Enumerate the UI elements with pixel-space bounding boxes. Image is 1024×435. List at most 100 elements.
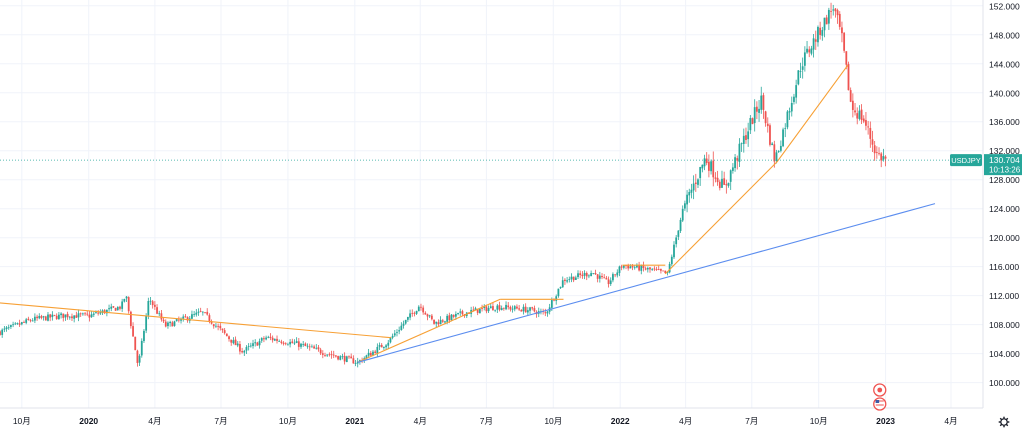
- candle-body: [489, 306, 492, 309]
- candle-body: [760, 95, 763, 110]
- event-marker-icon[interactable]: [873, 383, 887, 397]
- candle-body: [867, 126, 870, 128]
- candle-body: [339, 356, 342, 360]
- candle-body: [60, 313, 62, 316]
- candle-body: [263, 338, 265, 340]
- time-tick-label: 10月: [810, 416, 828, 426]
- candle-body: [784, 127, 787, 129]
- candle-body: [7, 327, 10, 329]
- candle-body: [306, 345, 309, 347]
- countdown-label: 10:13:26: [989, 166, 1021, 175]
- us-flag-icon[interactable]: [873, 397, 887, 411]
- candle-body: [57, 314, 60, 320]
- candle-body: [335, 355, 337, 357]
- candle-body: [12, 324, 14, 326]
- candle-body: [509, 307, 512, 310]
- candle-body: [640, 265, 643, 271]
- candle-body: [729, 170, 732, 182]
- candle-body: [404, 319, 407, 324]
- gear-icon[interactable]: [998, 416, 1010, 428]
- candle-body: [273, 339, 276, 341]
- candle-body: [636, 264, 638, 268]
- candle-body: [574, 277, 577, 280]
- candle-body: [498, 305, 501, 310]
- candle-body: [821, 30, 824, 36]
- candle-body: [221, 328, 224, 331]
- candle-body: [459, 311, 462, 313]
- candle-body: [249, 345, 252, 347]
- candle-body: [454, 314, 457, 317]
- candle-body: [777, 151, 780, 152]
- candle-body: [145, 315, 148, 331]
- candle-body: [492, 306, 494, 311]
- candle-body: [300, 343, 302, 347]
- candle-body: [662, 270, 664, 272]
- candle-body: [354, 362, 357, 364]
- time-tick-label: 2021: [345, 416, 364, 426]
- candle-body: [751, 118, 754, 125]
- candle-body: [99, 312, 102, 314]
- candle-body: [0, 331, 1, 335]
- candle-body: [457, 312, 459, 314]
- candle-body: [862, 118, 865, 122]
- blue-trendline[interactable]: [357, 203, 936, 363]
- candle-body: [114, 307, 117, 311]
- candle-body: [62, 313, 65, 318]
- candle-body: [505, 304, 507, 310]
- time-tick-label: 10月: [13, 416, 31, 426]
- candle-body: [75, 315, 78, 318]
- candle-body: [228, 336, 230, 340]
- candle-body: [734, 157, 736, 169]
- candle-body: [341, 356, 344, 358]
- candle-body: [581, 274, 584, 277]
- candle-body: [550, 300, 553, 308]
- grid: [0, 0, 983, 408]
- candle-body: [206, 311, 209, 315]
- orange-trendline[interactable]: [0, 302, 392, 339]
- candle-body: [232, 340, 235, 344]
- candle-body: [219, 325, 222, 329]
- candle-body: [622, 265, 625, 268]
- candle-body: [758, 108, 760, 113]
- candle-body: [707, 161, 710, 171]
- candle-body: [446, 315, 449, 322]
- candle-body: [869, 127, 872, 139]
- candle-body: [439, 319, 442, 325]
- candle-body: [496, 305, 499, 310]
- candle-body: [374, 351, 377, 354]
- candle-body: [847, 64, 850, 91]
- candle-body: [406, 316, 409, 320]
- candle-body: [138, 355, 141, 363]
- candle-body: [660, 268, 662, 271]
- candle-body: [692, 183, 695, 191]
- candle-body: [472, 309, 475, 311]
- orange-trendline[interactable]: [664, 64, 849, 275]
- candle-body: [825, 17, 828, 25]
- price-tick-label: 124.000: [989, 204, 1020, 214]
- candle-body: [629, 266, 632, 269]
- candle-body: [712, 160, 715, 178]
- candle-body: [173, 321, 176, 326]
- candle-body: [387, 342, 390, 346]
- candle-body: [20, 322, 23, 325]
- candle-body: [236, 343, 239, 346]
- candle-body: [79, 313, 82, 315]
- candle-body: [278, 341, 281, 342]
- trendlines[interactable]: [0, 64, 936, 363]
- candle-body: [801, 66, 804, 70]
- candle-body: [243, 350, 246, 353]
- candle-body: [284, 343, 287, 345]
- candle-body: [180, 318, 182, 321]
- orange-trendline[interactable]: [357, 298, 501, 363]
- candle-body: [382, 346, 385, 348]
- event-markers[interactable]: [873, 383, 887, 411]
- candle-body: [230, 339, 233, 343]
- candle-body: [121, 301, 124, 309]
- candle-body: [225, 333, 228, 337]
- candle-body: [95, 312, 97, 314]
- candle-body: [18, 323, 21, 325]
